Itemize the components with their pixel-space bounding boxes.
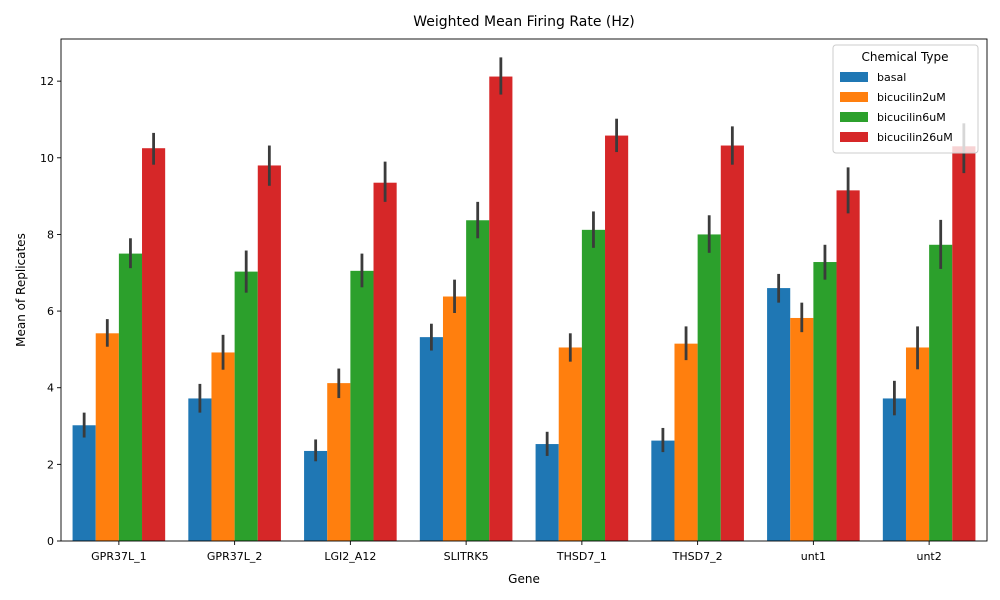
- bar-bicucilin26uM-THSD7_2: [720, 145, 744, 541]
- bar-bicucilin6uM-THSD7_1: [581, 229, 606, 541]
- y-tick-label: 12: [40, 75, 54, 88]
- legend-label-bicucilin2uM: bicucilin2uM: [877, 91, 946, 104]
- bar-bicucilin6uM-unt2: [929, 244, 953, 541]
- x-tick-label: THSD7_1: [556, 550, 607, 563]
- bar-bicucilin2uM-LGI2_A12: [327, 383, 351, 541]
- bar-bicucilin6uM-GPR37L_1: [118, 253, 143, 541]
- legend-label-bicucilin26uM: bicucilin26uM: [877, 131, 953, 144]
- chart-title: Weighted Mean Firing Rate (Hz): [413, 14, 634, 30]
- y-axis: 0 2 4 6 8 10 12: [40, 75, 61, 548]
- bar-basal-unt1: [767, 288, 791, 541]
- legend-swatch-bicucilin26uM: [840, 132, 868, 142]
- x-tick-label: unt1: [801, 550, 826, 563]
- plot-frame: [60, 38, 988, 542]
- legend: Chemical Type basal bicucilin2uM bicucilin…: [832, 44, 979, 154]
- y-axis-label: Mean of Replicates: [14, 233, 28, 347]
- x-tick-label: SLITRK5: [444, 550, 489, 563]
- bar-bicucilin26uM-GPR37L_2: [257, 165, 281, 541]
- legend-swatch-bicucilin6uM: [840, 112, 868, 122]
- y-tick-label: 10: [40, 152, 54, 165]
- bar-basal-GPR37L_2: [188, 398, 212, 541]
- bar-basal-THSD7_2: [651, 440, 675, 541]
- x-tick-label: THSD7_2: [672, 550, 723, 563]
- bar-bicucilin26uM-GPR37L_1: [142, 148, 166, 541]
- bar-bicucilin26uM-unt1: [836, 190, 860, 541]
- bar-basal-GPR37L_1: [72, 425, 96, 541]
- legend-title: Chemical Type: [861, 50, 948, 64]
- x-axis-label: Gene: [508, 572, 540, 586]
- y-tick-label: 2: [47, 458, 54, 471]
- legend-label-basal: basal: [877, 71, 906, 84]
- bar-bicucilin2uM-THSD7_2: [674, 343, 698, 541]
- bar-bicucilin6uM-unt1: [813, 262, 837, 541]
- x-tick-label: LGI2_A12: [324, 550, 376, 563]
- x-tick-label: unt2: [916, 550, 941, 563]
- legend-label-bicucilin6uM: bicucilin6uM: [877, 111, 946, 124]
- bar-bicucilin2uM-GPR37L_1: [95, 333, 119, 541]
- x-tick-label: GPR37L_1: [91, 550, 146, 563]
- error-bars-layer: [82, 57, 966, 462]
- x-tick-label: GPR37L_2: [207, 550, 262, 563]
- bar-basal-SLITRK5: [419, 337, 443, 541]
- bar-bicucilin26uM-LGI2_A12: [373, 182, 397, 541]
- bar-bicucilin2uM-SLITRK5: [442, 296, 467, 541]
- bar-bicucilin2uM-GPR37L_2: [211, 352, 235, 541]
- bar-bicucilin6uM-THSD7_2: [697, 234, 721, 541]
- bar-bicucilin6uM-SLITRK5: [466, 220, 490, 541]
- x-axis: GPR37L_1 GPR37L_2 LGI2_A12 SLITRK5 THSD7_1 TH…: [91, 541, 942, 563]
- y-tick-label: 4: [47, 382, 54, 395]
- bar-bicucilin2uM-unt2: [905, 347, 930, 541]
- y-tick-label: 6: [47, 305, 54, 318]
- legend-box: [832, 44, 979, 154]
- bar-basal-unt2: [882, 398, 906, 541]
- bar-bicucilin6uM-LGI2_A12: [350, 270, 374, 541]
- legend-swatch-bicucilin2uM: [840, 92, 868, 102]
- y-tick-label: 8: [47, 228, 54, 241]
- bar-bicucilin26uM-SLITRK5: [489, 76, 513, 542]
- bar-basal-THSD7_1: [535, 444, 559, 541]
- bar-bicucilin26uM-unt2: [952, 146, 976, 542]
- bar-bicucilin2uM-THSD7_1: [558, 347, 582, 541]
- y-tick-label: 0: [47, 535, 54, 548]
- bar-bicucilin26uM-THSD7_1: [605, 135, 629, 541]
- bar-bicucilin2uM-unt1: [790, 317, 814, 541]
- legend-swatch-basal: [840, 72, 868, 82]
- bars-layer: [72, 76, 976, 542]
- bar-basal-LGI2_A12: [304, 450, 328, 541]
- bar-bicucilin6uM-GPR37L_2: [234, 271, 258, 541]
